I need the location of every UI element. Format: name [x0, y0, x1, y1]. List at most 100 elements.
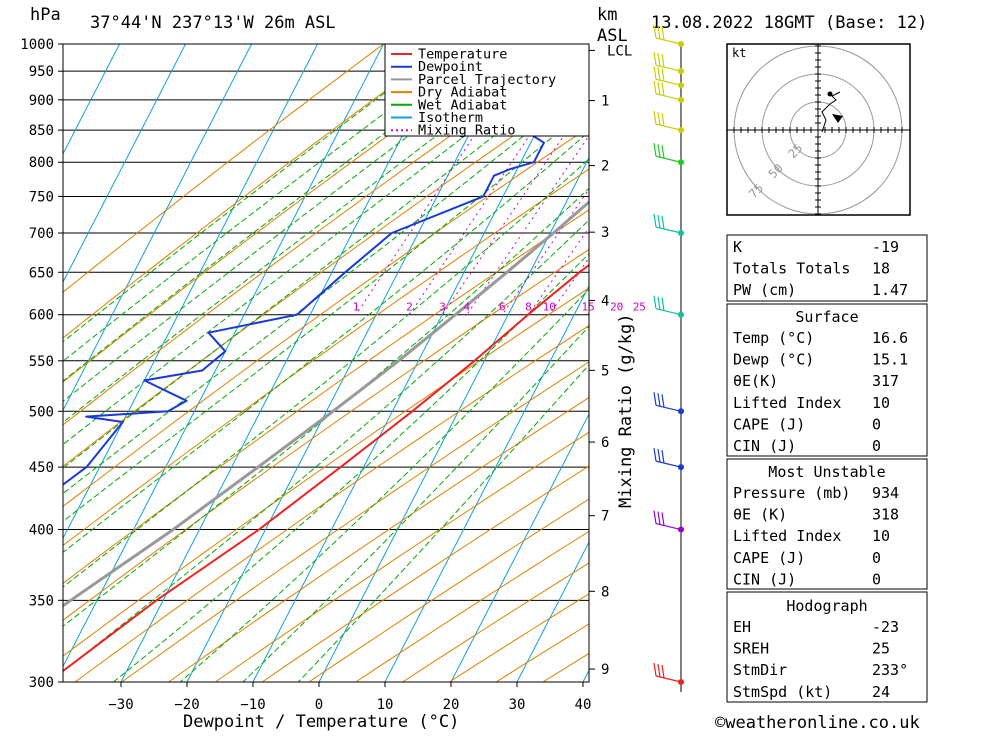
wind-barb-flag — [658, 297, 660, 310]
mixing-ratio-label: 4 — [464, 301, 471, 314]
surface-label: Dewp (°C) — [733, 351, 814, 369]
wind-barb-flag — [658, 67, 660, 80]
km-tick-label: 7 — [601, 509, 609, 525]
x-axis-label: Dewpoint / Temperature (°C) — [183, 712, 459, 732]
wind-barb-flag — [654, 143, 656, 156]
wind-barb-flag — [658, 512, 660, 525]
lcl-label: LCL — [607, 43, 632, 59]
km-label: km — [597, 5, 617, 25]
unstable-table-title: Most Unstable — [768, 463, 885, 481]
hodograph-label: SREH — [733, 640, 769, 658]
wet-adiabat — [0, 44, 661, 682]
pressure-tick-label: 350 — [29, 593, 54, 609]
pressure-tick-label: 850 — [29, 123, 54, 139]
wind-barb-flag — [662, 665, 664, 678]
pressure-tick-label: 800 — [29, 155, 54, 171]
wind-barb-flag — [654, 448, 656, 461]
wind-barb-flag — [654, 214, 656, 227]
unstable-value: 0 — [872, 549, 881, 567]
dry-adiabat — [0, 44, 516, 682]
pressure-tick-label: 300 — [29, 675, 54, 691]
wind-barb-flag — [654, 511, 656, 524]
wind-barb-flag — [654, 81, 656, 94]
km-tick-label: 9 — [601, 662, 609, 678]
wind-barb-flag — [658, 82, 660, 95]
isobar-lines — [63, 44, 589, 682]
wet-adiabat — [0, 44, 687, 682]
unstable-value: 0 — [872, 570, 881, 588]
legend-label: Mixing Ratio — [418, 123, 516, 139]
isotherm-line — [187, 44, 516, 682]
isotherm-line — [0, 44, 120, 682]
wind-barbs — [654, 25, 684, 685]
wind-barb-flag — [662, 394, 664, 407]
surface-label: Temp (°C) — [733, 329, 814, 347]
hodograph-value: 24 — [872, 683, 890, 701]
mixing-ratio-label: 1 — [353, 301, 360, 314]
surface-value: 10 — [872, 394, 890, 412]
hodograph-value: 25 — [872, 640, 890, 658]
wind-barb-flag — [658, 215, 660, 228]
wind-barb-flag — [654, 296, 656, 309]
unstable-label: Lifted Index — [733, 527, 841, 545]
wind-barb-flag — [662, 450, 664, 463]
km-tick-label: 1 — [601, 94, 609, 110]
wet-adiabat — [0, 44, 529, 682]
wind-barb-flag — [654, 663, 656, 676]
temp-tick-label: 10 — [377, 697, 394, 713]
surface-table-title: Surface — [795, 308, 858, 326]
indices-value: -19 — [872, 238, 899, 256]
unstable-label: CAPE (J) — [733, 549, 805, 567]
wind-barb-flag — [662, 83, 664, 96]
indices-label: Totals Totals — [733, 260, 850, 278]
wind-barb-flag — [658, 53, 660, 66]
unstable-label: Pressure (mb) — [733, 484, 850, 502]
hodograph-value: 233° — [872, 661, 908, 679]
location-title: 37°44'N 237°13'W 26m ASL — [90, 13, 336, 33]
wind-barb-flag — [654, 52, 656, 65]
indices-value: 1.47 — [872, 281, 908, 299]
temp-tick-label: 20 — [443, 697, 460, 713]
hpa-label: hPa — [30, 5, 61, 25]
mixing-ratio-label: 2 — [406, 301, 413, 314]
wind-barb-flag — [662, 145, 664, 158]
unstable-value: 934 — [872, 484, 899, 502]
wet-adiabat — [49, 44, 766, 682]
pressure-tick-label: 950 — [29, 64, 54, 80]
mixing-ratio-label: 8 — [525, 301, 532, 314]
mixing-ratio-label: 15 — [582, 301, 595, 314]
surface-label: Lifted Index — [733, 394, 841, 412]
hodograph-label: EH — [733, 618, 751, 636]
isotherm-line — [319, 44, 648, 682]
pressure-tick-label: 550 — [29, 354, 54, 370]
wind-barb-flag — [658, 144, 660, 157]
km-tick-label: 2 — [601, 159, 609, 175]
temp-tick-label: −10 — [240, 697, 265, 713]
isotherm-line — [55, 44, 384, 682]
hodograph-label: StmSpd (kt) — [733, 683, 832, 701]
pressure-tick-label: 1000 — [20, 37, 54, 53]
surface-value: 0 — [872, 437, 881, 455]
indices-label: K — [733, 238, 742, 256]
unstable-value: 318 — [872, 506, 899, 524]
surface-label: θE(K) — [733, 372, 778, 390]
wind-barb-flag — [658, 112, 660, 125]
dry-adiabat — [0, 44, 846, 682]
mixing-ratio-label: 6 — [499, 301, 506, 314]
wind-barb-flag — [662, 113, 664, 126]
unstable-label: CIN (J) — [733, 570, 796, 588]
wind-barb-flag — [662, 68, 664, 81]
km-tick-label: 5 — [601, 363, 609, 379]
datetime-title: 13.08.2022 18GMT (Base: 12) — [651, 13, 927, 33]
mixing-ratio-label: 25 — [633, 301, 646, 314]
surface-label: CAPE (J) — [733, 415, 805, 433]
pressure-tick-labels: 3003504004505005506006507007508008509009… — [20, 37, 63, 691]
dry-adiabat — [0, 44, 780, 682]
mixing-ratio-axis-label: Mixing Ratio (g/kg) — [616, 314, 636, 508]
temp-tick-label: 40 — [575, 697, 592, 713]
wind-barb-flag — [658, 393, 660, 406]
km-tick-label: 8 — [601, 584, 609, 600]
wind-barb-flag — [654, 392, 656, 405]
